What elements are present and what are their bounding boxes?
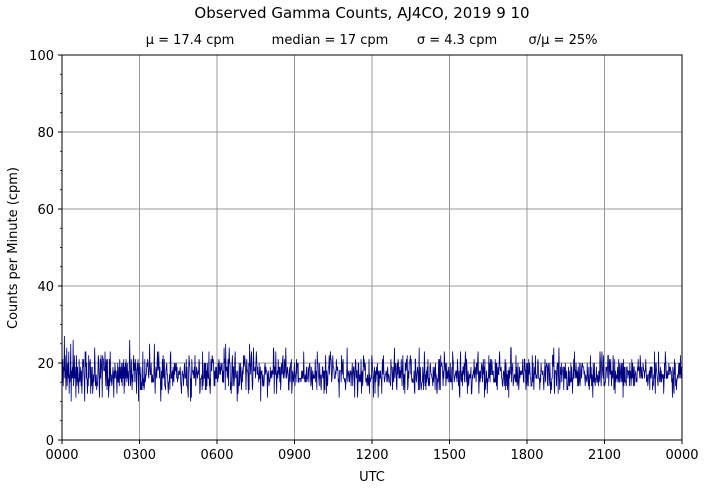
x-tick-label: 0900 <box>278 448 311 463</box>
x-tick-label: 0600 <box>200 448 233 463</box>
y-tick-label: 20 <box>37 357 54 372</box>
subtitle-sigma: σ = 4.3 cpm <box>417 33 497 48</box>
chart-title: Observed Gamma Counts, AJ4CO, 2019 9 10 <box>194 4 529 22</box>
x-axis: 0000 0300 0600 0900 1200 1500 1800 2100 0000 <box>45 440 699 463</box>
grid-lines <box>62 55 682 440</box>
y-axis-label: Counts per Minute (cpm) <box>6 167 21 329</box>
y-tick-label: 60 <box>37 203 54 218</box>
subtitle-median: median = 17 cpm <box>272 33 389 48</box>
x-tick-label: 0300 <box>123 448 156 463</box>
series-line <box>61 336 683 402</box>
x-axis-label: UTC <box>359 470 385 485</box>
y-tick-label: 100 <box>29 49 54 64</box>
y-tick-label: 80 <box>37 126 54 141</box>
y-axis: 0 20 40 60 80 100 <box>29 49 62 449</box>
x-tick-label: 1800 <box>510 448 543 463</box>
subtitle-ratio: σ/μ = 25% <box>529 33 598 48</box>
y-tick-label: 0 <box>46 434 54 449</box>
series-group <box>61 336 683 402</box>
x-tick-label: 1500 <box>433 448 466 463</box>
x-tick-label: 1200 <box>355 448 388 463</box>
y-tick-label: 40 <box>37 280 54 295</box>
x-tick-label: 0000 <box>665 448 698 463</box>
x-tick-label: 2100 <box>588 448 621 463</box>
x-tick-label: 0000 <box>45 448 78 463</box>
subtitle-mean: μ = 17.4 cpm <box>146 33 235 48</box>
